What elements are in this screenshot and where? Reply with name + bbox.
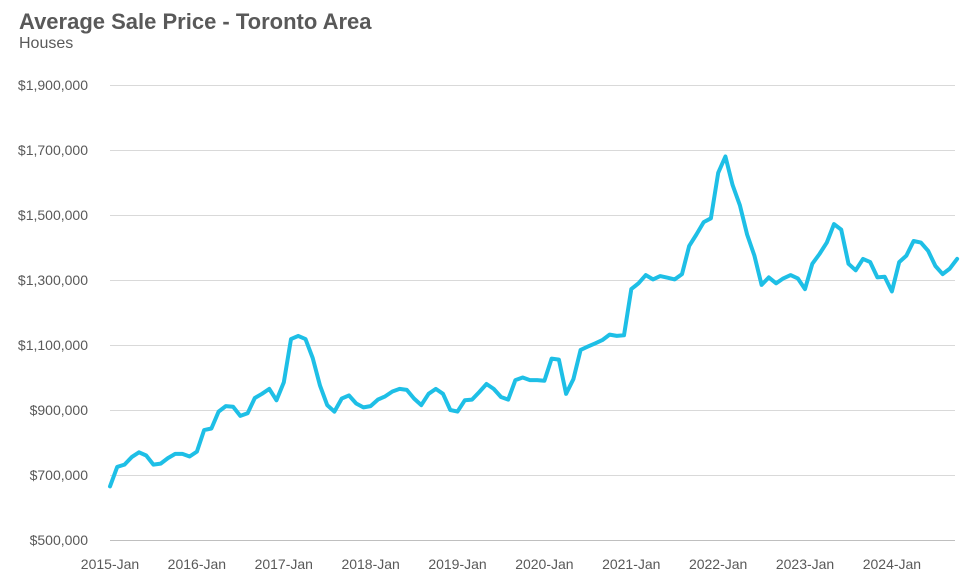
x-tick-label: 2024-Jan	[863, 556, 921, 572]
y-tick-label: $1,100,000	[18, 337, 88, 353]
y-tick-label: $1,300,000	[18, 272, 88, 288]
x-tick-label: 2019-Jan	[428, 556, 486, 572]
x-axis: 2015-Jan 2016-Jan 2017-Jan 2018-Jan 2019-Jan…	[81, 556, 921, 572]
series-line	[108, 154, 960, 489]
y-tick-label: $900,000	[30, 402, 89, 418]
chart-subtitle: Houses	[19, 35, 74, 52]
x-tick-label: 2018-Jan	[341, 556, 399, 572]
y-tick-label: $500,000	[30, 532, 89, 548]
x-tick-label: 2020-Jan	[515, 556, 573, 572]
x-tick-label: 2022-Jan	[689, 556, 747, 572]
y-axis: $500,000 $700,000 $900,000 $1,100,000 $1,300…	[18, 77, 88, 548]
y-tick-label: $1,700,000	[18, 142, 88, 158]
x-tick-label: 2015-Jan	[81, 556, 139, 572]
series-layer	[108, 154, 960, 489]
x-tick-label: 2016-Jan	[168, 556, 226, 572]
x-tick-label: 2017-Jan	[255, 556, 313, 572]
x-tick-label: 2021-Jan	[602, 556, 660, 572]
y-tick-label: $700,000	[30, 467, 89, 483]
chart-title: Average Sale Price - Toronto Area	[19, 9, 372, 34]
y-tick-label: $1,500,000	[18, 207, 88, 223]
y-tick-label: $1,900,000	[18, 77, 88, 93]
x-tick-label: 2023-Jan	[776, 556, 834, 572]
gridlines	[110, 85, 955, 541]
